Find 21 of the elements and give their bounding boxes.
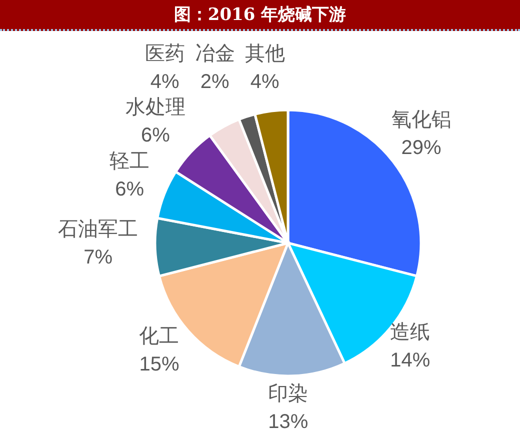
slice-label: 水处理 (125, 96, 186, 119)
data-label: 4% (150, 71, 180, 93)
slice-label: 医药 (144, 43, 185, 65)
data-label: 15% (139, 353, 180, 376)
slice-label: 造纸 (390, 321, 430, 344)
data-label: 7% (84, 246, 113, 268)
data-label: 14% (390, 349, 430, 372)
slice-label: 印染 (268, 382, 308, 405)
slice-label: 其他 (244, 43, 285, 65)
slice-label: 化工 (139, 325, 180, 348)
slice-label: 冶金 (194, 43, 235, 65)
slice-label: 轻工 (110, 150, 150, 172)
data-label: 6% (115, 178, 144, 200)
data-label: 2% (200, 71, 230, 93)
slice-label: 氧化铝 (391, 108, 452, 131)
data-label: 6% (140, 124, 170, 147)
chart-title: 图：2016 年烧碱下游 (174, 4, 346, 26)
data-label: 13% (268, 410, 308, 433)
data-label: 4% (250, 71, 280, 93)
slice-label: 石油军工 (58, 218, 138, 240)
data-label: 29% (401, 136, 442, 159)
